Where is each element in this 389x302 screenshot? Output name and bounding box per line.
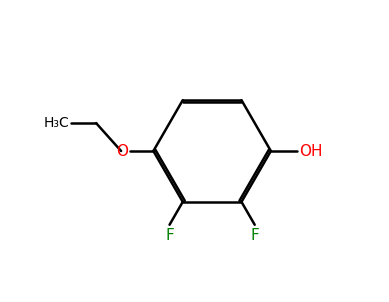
Text: F: F xyxy=(165,228,174,243)
Text: F: F xyxy=(251,228,259,243)
Text: OH: OH xyxy=(299,143,322,159)
Text: H₃C: H₃C xyxy=(44,116,70,130)
Text: O: O xyxy=(116,143,128,159)
